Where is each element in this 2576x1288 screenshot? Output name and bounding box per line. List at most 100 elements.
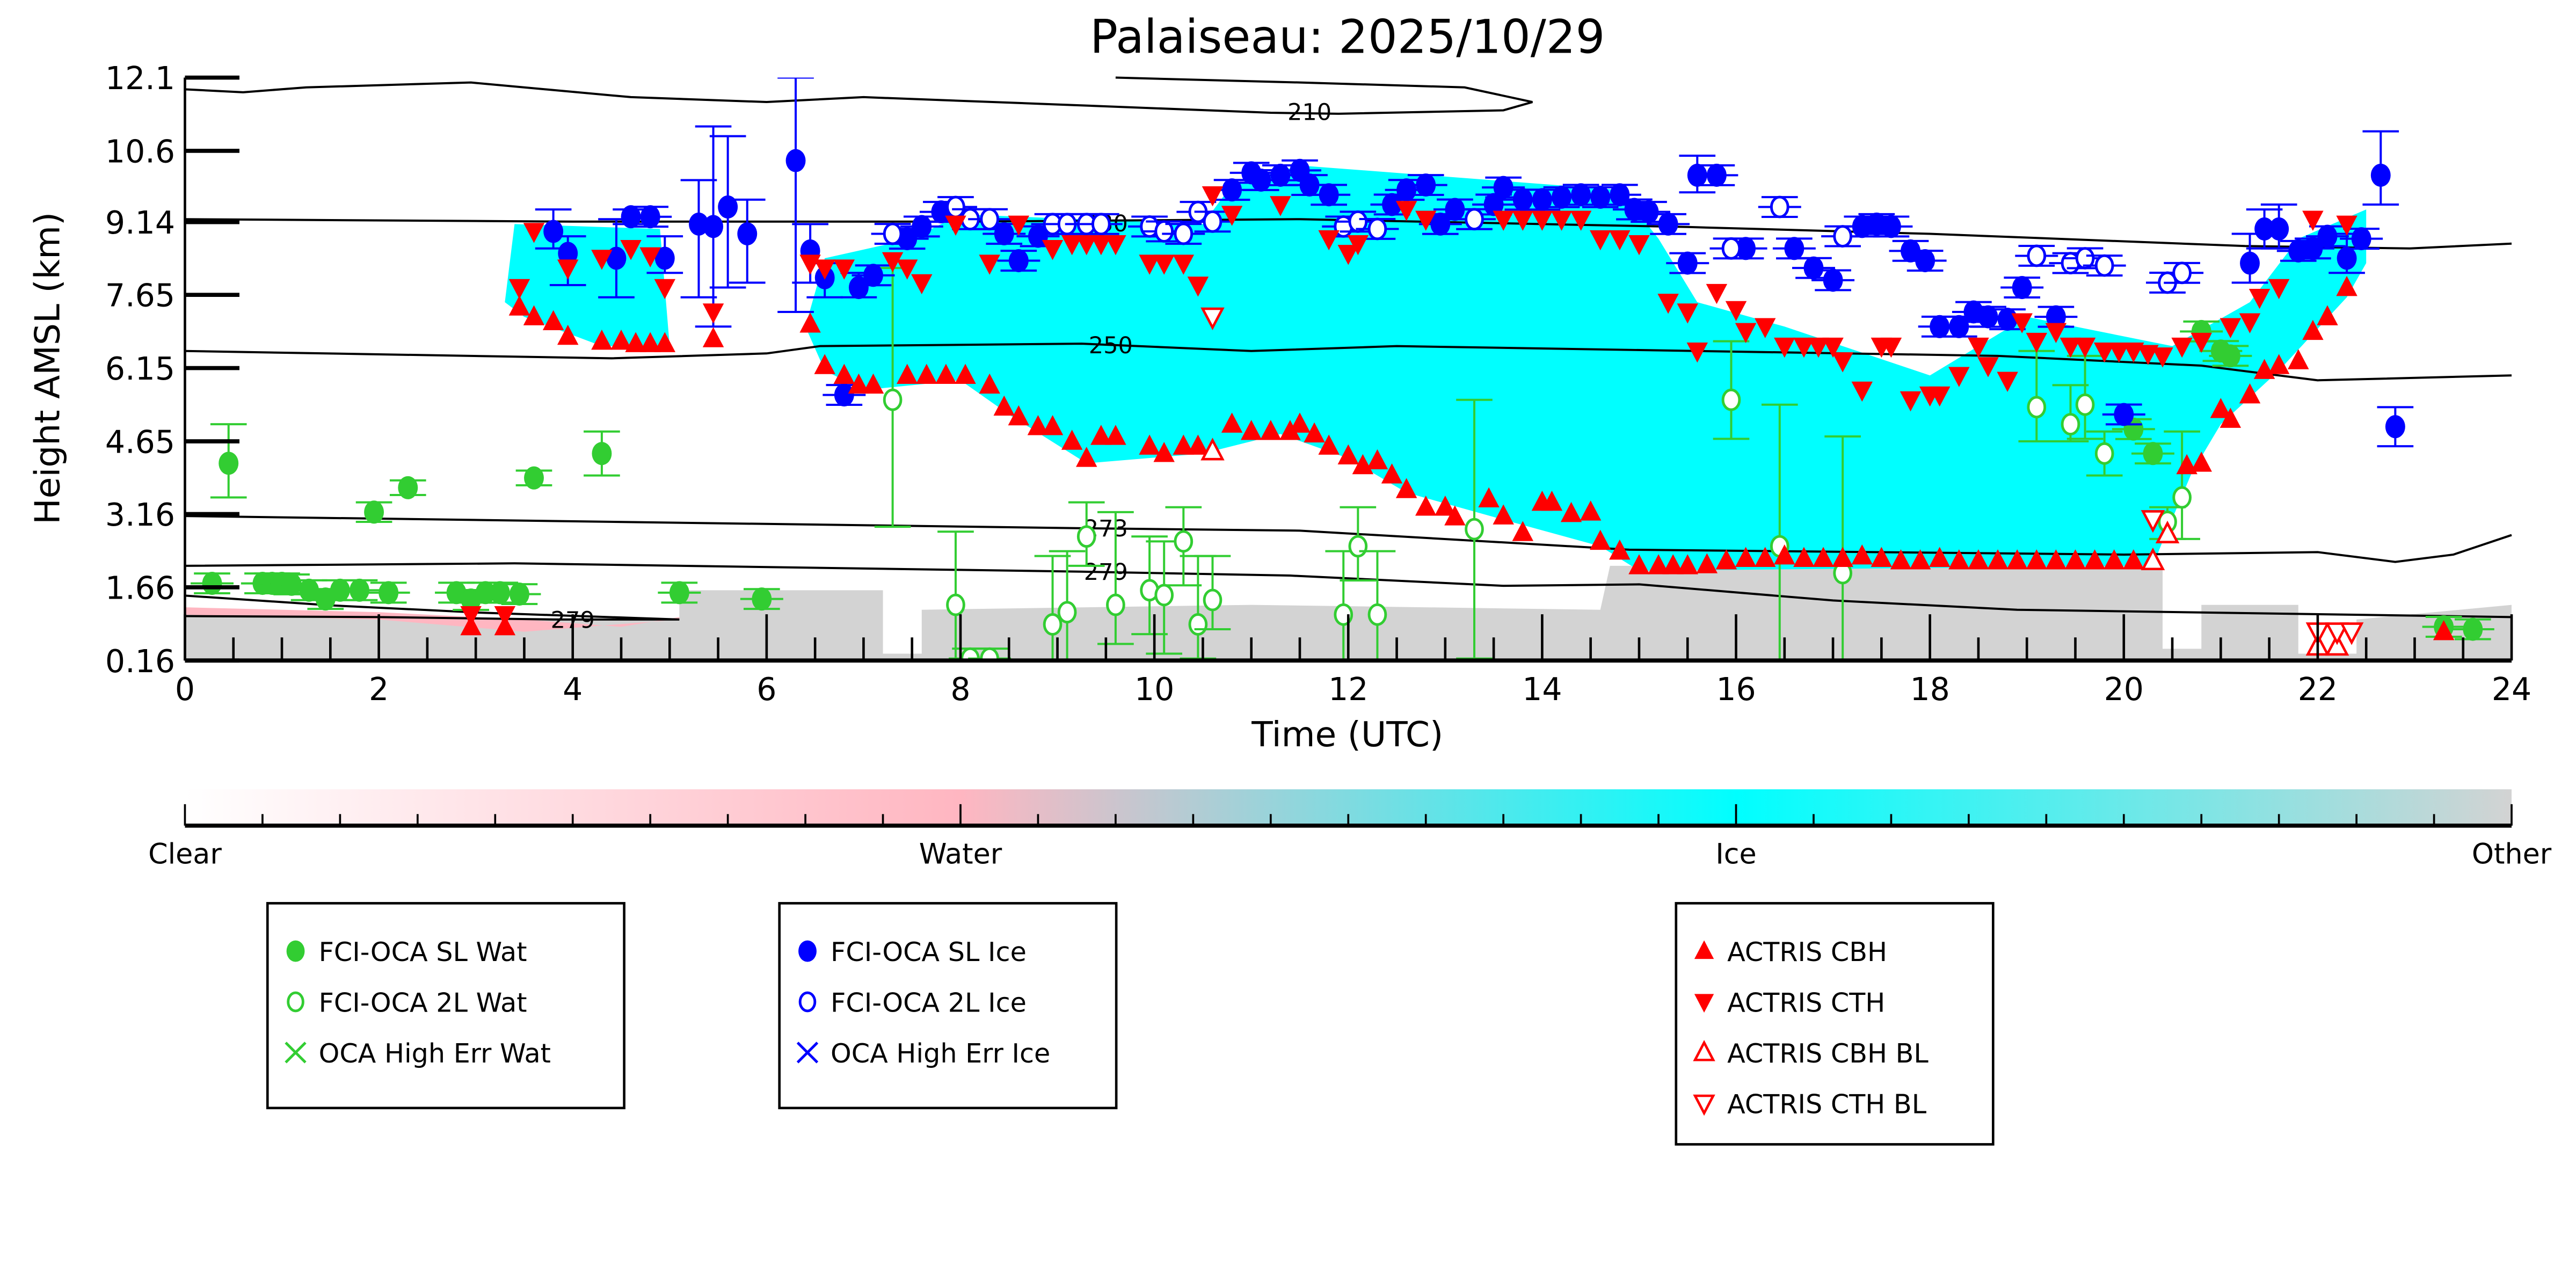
contour-line-273 — [185, 515, 2512, 563]
data-point — [1793, 547, 1815, 567]
data-point — [980, 208, 1000, 231]
data-point — [2027, 244, 2047, 267]
data-point — [1444, 505, 1466, 526]
data-point — [1289, 412, 1311, 433]
data-point — [1657, 294, 1679, 314]
data-point — [752, 587, 772, 611]
data-point — [1395, 478, 1417, 498]
x-tick-label: 2 — [369, 671, 389, 708]
legend-marker-icon — [796, 1042, 819, 1064]
data-point — [2094, 442, 2114, 465]
data-point — [1173, 434, 1195, 455]
data-point — [1260, 420, 1282, 440]
data-point — [1706, 283, 1728, 304]
legend-item: OCA High Err Ice — [796, 1038, 1050, 1069]
data-point — [1832, 352, 1853, 373]
data-point — [379, 581, 399, 605]
data-point — [1493, 176, 1513, 199]
data-point — [2239, 313, 2261, 333]
legend-marker-icon — [287, 991, 304, 1013]
data-point — [2074, 337, 2096, 358]
data-point — [702, 327, 724, 347]
data-point — [1188, 613, 1208, 636]
data-point — [1203, 588, 1222, 612]
data-point — [1735, 547, 1757, 567]
data-point — [2026, 332, 2048, 353]
contour-label: 210 — [1287, 99, 1331, 126]
data-point — [1221, 206, 1243, 226]
data-point — [1784, 237, 1804, 260]
data-point — [1628, 235, 1650, 256]
data-point — [1774, 337, 1795, 358]
colorbar-label-water: Water — [919, 838, 1002, 871]
data-point — [1880, 337, 1902, 358]
y-tick-label: 3.16 — [105, 497, 175, 533]
data-point — [508, 295, 530, 316]
data-point — [1770, 195, 1789, 219]
data-point — [1478, 487, 1500, 508]
data-point — [1677, 251, 1698, 275]
data-point — [799, 312, 821, 333]
data-point — [718, 195, 738, 219]
data-point — [2336, 275, 2357, 296]
x-tick-label: 14 — [1522, 671, 1562, 708]
x-tick-label: 0 — [175, 671, 195, 708]
data-point — [2172, 261, 2192, 285]
legend-item: FCI-OCA 2L Ice — [798, 987, 1027, 1018]
legend-marker-icon — [1693, 1039, 1715, 1061]
data-point — [785, 149, 806, 172]
data-point — [1881, 215, 1901, 238]
data-point — [882, 252, 904, 273]
data-point — [1512, 521, 1534, 541]
data-point — [1154, 220, 1174, 243]
data-point — [524, 466, 544, 490]
legend-marker-icon — [1693, 1094, 1715, 1116]
error-bar — [1761, 403, 1798, 661]
contour-label: 279 — [1084, 559, 1128, 586]
data-point — [1590, 529, 1611, 550]
contour-line-210 — [185, 76, 1533, 115]
contour-line-279 — [185, 562, 2512, 618]
data-point — [2064, 549, 2086, 570]
data-point — [2011, 313, 2033, 333]
data-point — [1090, 235, 1112, 256]
data-point — [1221, 412, 1243, 433]
colorbar-label-clear: Clear — [148, 838, 222, 871]
data-point — [2155, 520, 2180, 544]
legend-item: FCI-OCA 2L Wat — [287, 987, 527, 1018]
data-point — [1203, 210, 1222, 233]
data-point — [2191, 332, 2212, 353]
data-point — [1318, 230, 1340, 251]
legend-item: FCI-OCA SL Wat — [286, 936, 527, 967]
data-point — [1008, 249, 1029, 273]
legend-box-2: FCI-OCA SL Ice FCI-OCA 2L Ice OCA High Err… — [778, 902, 1118, 1110]
data-point — [2171, 337, 2193, 358]
data-point — [1061, 235, 1083, 256]
series-fci-oca-sl-ice — [535, 77, 2414, 448]
data-point — [1551, 210, 1573, 231]
data-point — [834, 383, 854, 407]
axes: 0 2 4 6 8 10 12 14 16 18 20 22 240.161.663.164.656.1… — [105, 60, 2531, 708]
legend-item: ACTRIS CTH BL — [1693, 1088, 1927, 1119]
data-point — [1465, 208, 1484, 231]
data-point — [1251, 168, 1271, 192]
data-point — [557, 259, 579, 280]
region-ice — [805, 165, 2367, 571]
data-point — [1076, 235, 1097, 256]
data-point — [689, 212, 709, 236]
data-point — [523, 305, 545, 325]
data-point — [1187, 434, 1209, 455]
legend-item: FCI-OCA SL Ice — [798, 936, 1027, 967]
data-point — [1570, 210, 1592, 231]
data-point — [2288, 239, 2309, 263]
data-point — [606, 246, 627, 270]
data-point — [509, 583, 529, 606]
y-tick-label: 0.16 — [105, 643, 175, 680]
data-point — [592, 442, 612, 465]
data-point — [1240, 420, 1262, 440]
region-water — [185, 607, 680, 632]
data-point — [2084, 549, 2106, 570]
data-point — [896, 259, 918, 280]
data-point — [2123, 342, 2144, 363]
